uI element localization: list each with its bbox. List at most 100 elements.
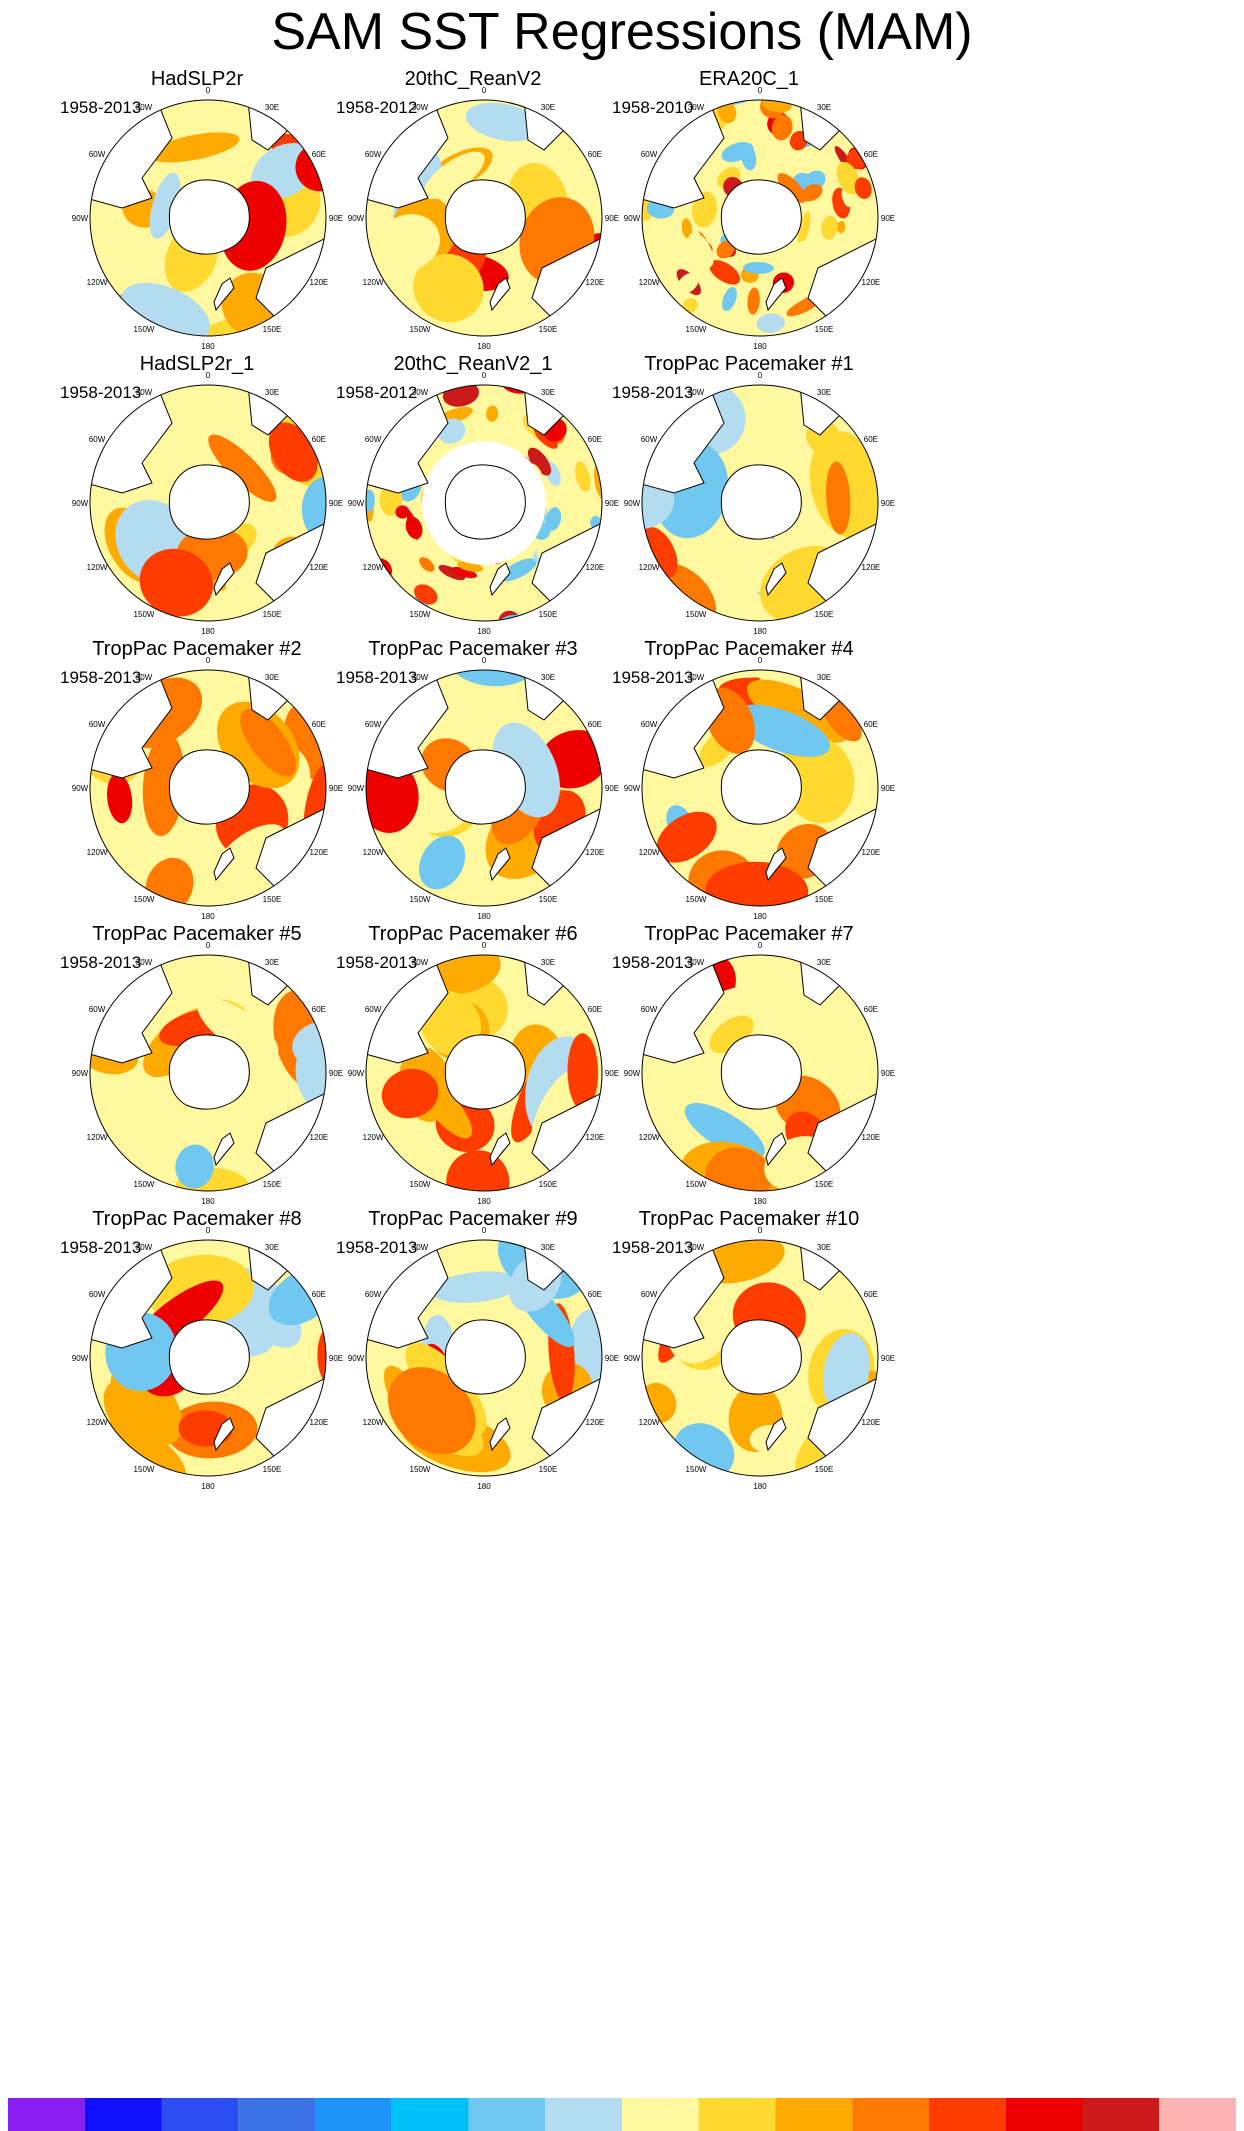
polar-map: 0 30E 60E 90E 120E 150E 180 150W 120W 90W 60W 30W <box>624 656 895 921</box>
panel-period-label: 1958-2013 <box>60 668 142 687</box>
sst-anomaly-region <box>800 184 823 202</box>
south-america-landmass <box>366 677 449 779</box>
longitude-label: 60E <box>312 720 326 729</box>
new-zealand-landmass <box>489 1132 511 1167</box>
longitude-label: 0 <box>758 656 763 665</box>
sst-anomaly-region <box>414 584 438 605</box>
panel-title: TropPac Pacemaker #9 <box>368 1208 578 1230</box>
sst-anomaly-region <box>317 1326 326 1386</box>
panel-period-label: 1958-2013 <box>60 953 142 972</box>
longitude-label: 120E <box>586 563 605 572</box>
south-america-landmass <box>642 677 725 779</box>
longitude-label: 30W <box>688 103 705 112</box>
antarctica-landmass <box>720 749 802 825</box>
longitude-label: 150E <box>263 1465 282 1474</box>
longitude-label: 150E <box>539 325 558 334</box>
colorbar-bin <box>1082 2098 1160 2131</box>
longitude-label: 60W <box>89 720 106 729</box>
map-boundary <box>89 1239 327 1477</box>
sst-anomaly-region <box>656 811 717 863</box>
sst-anomaly-region <box>677 272 699 294</box>
longitude-label: 30E <box>265 1243 279 1252</box>
longitude-label: 150E <box>815 895 834 904</box>
sst-anomaly-region <box>684 1102 765 1159</box>
longitude-label: 120W <box>639 563 660 572</box>
longitude-label: 0 <box>206 1226 211 1235</box>
longitude-label: 120E <box>310 1418 329 1427</box>
colorbar-swatches <box>8 2098 1236 2131</box>
panel-title: TropPac Pacemaker #6 <box>368 923 578 945</box>
colorbar-bin <box>84 2098 162 2131</box>
sst-anomaly-region <box>451 566 478 579</box>
longitude-label: 120E <box>310 563 329 572</box>
new-zealand-landmass <box>213 277 235 312</box>
new-zealand-landmass <box>765 562 787 597</box>
antarctica-landmass <box>720 1034 802 1110</box>
longitude-label: 120W <box>639 1133 660 1142</box>
longitude-label: 90E <box>881 214 895 223</box>
longitude-label: 30E <box>541 958 555 967</box>
sst-anomaly-region <box>175 1144 214 1189</box>
longitude-label: 60E <box>864 1005 878 1014</box>
panel-title: TropPac Pacemaker #1 <box>644 353 854 375</box>
sst-anomaly-region <box>771 114 793 141</box>
longitude-label: 120W <box>639 1418 660 1427</box>
south-america-landmass <box>90 962 173 1064</box>
map-panel: TropPac Pacemaker #6 1958-2013 0 30E 60E 90E 1… <box>336 923 728 1313</box>
longitude-label: 90E <box>329 214 343 223</box>
antarctica-landmass <box>444 1034 526 1110</box>
antarctica-landmass <box>720 464 802 540</box>
panel-period-label: 1958-2010 <box>612 98 694 117</box>
longitude-label: 60W <box>365 435 382 444</box>
sst-anomaly-region <box>783 737 855 824</box>
longitude-label: 90E <box>605 784 619 793</box>
antarctica-landmass <box>168 749 250 825</box>
south-america-landmass <box>90 107 173 209</box>
longitude-label: 60W <box>641 435 658 444</box>
sst-anomaly-region <box>716 240 735 259</box>
longitude-label: 60W <box>641 720 658 729</box>
longitude-label: 120W <box>87 563 108 572</box>
south-america-landmass <box>366 107 449 209</box>
longitude-label: 120W <box>363 278 384 287</box>
sst-anomaly-region <box>821 215 838 240</box>
longitude-label: 60E <box>588 435 602 444</box>
sst-anomaly-region <box>780 240 809 268</box>
longitude-label: 180 <box>477 627 491 636</box>
longitude-label: 90E <box>605 499 619 508</box>
new-zealand-landmass <box>213 1417 235 1452</box>
longitude-label: 90E <box>881 499 895 508</box>
colorbar-bin <box>468 2098 546 2131</box>
longitude-label: 60E <box>588 1005 602 1014</box>
longitude-label: 60W <box>641 150 658 159</box>
south-america-landmass <box>366 392 449 494</box>
sst-anomaly-region <box>142 733 185 837</box>
panel-title: HadSLP2r <box>150 68 244 90</box>
longitude-label: 0 <box>206 941 211 950</box>
antarctica-landmass <box>720 1319 802 1395</box>
sst-anomaly-region <box>431 1271 522 1303</box>
antarctica-landmass <box>168 1319 250 1395</box>
longitude-label: 120E <box>862 848 881 857</box>
longitude-label: 60W <box>641 1005 658 1014</box>
longitude-label: 90E <box>881 1354 895 1363</box>
longitude-label: 120W <box>639 278 660 287</box>
map-boundary <box>641 384 879 622</box>
longitude-label: 150W <box>410 325 431 334</box>
longitude-label: 30E <box>817 673 831 682</box>
longitude-label: 90E <box>605 1069 619 1078</box>
longitude-label: 90W <box>348 1069 365 1078</box>
sst-anomaly-region <box>378 214 441 270</box>
longitude-label: 90W <box>348 499 365 508</box>
sst-anomaly-region <box>500 558 537 582</box>
longitude-label: 30W <box>412 673 429 682</box>
longitude-label: 30W <box>136 958 153 967</box>
sst-anomaly-region <box>197 998 279 1060</box>
sst-anomaly-region <box>574 461 591 492</box>
longitude-label: 60W <box>365 150 382 159</box>
longitude-label: 90W <box>624 784 641 793</box>
panel-period-label: 1958-2013 <box>612 668 694 687</box>
longitude-label: 90W <box>348 214 365 223</box>
longitude-label: 150E <box>815 1180 834 1189</box>
south-america-landmass <box>90 1247 173 1349</box>
